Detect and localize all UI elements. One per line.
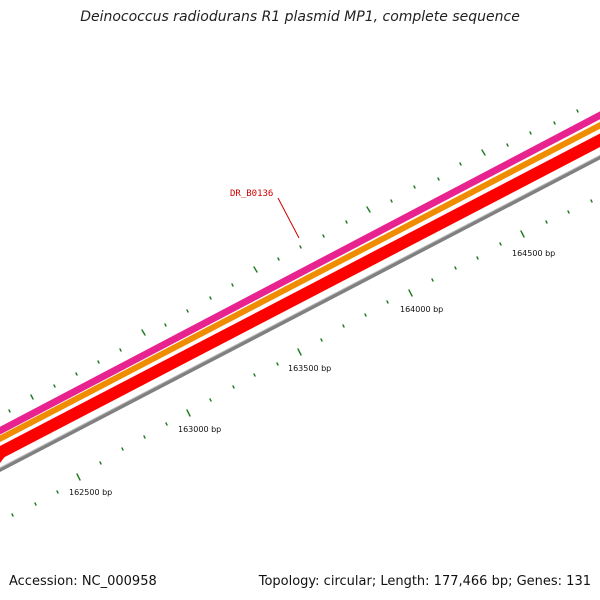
sequence-backbone [0, 155, 600, 473]
accession-text: Accession: NC_000958 [9, 574, 157, 589]
tick-label-164000: 164000 bp [400, 305, 443, 314]
tick-label-163000: 163000 bp [178, 425, 221, 434]
gene-label-dr-b0136: DR_B0136 [230, 189, 273, 199]
map-title: Deinococcus radiodurans R1 plasmid MP1, … [80, 9, 520, 25]
red-feature-track [0, 133, 600, 460]
feature-tracks [0, 111, 600, 473]
tick-label-163500: 163500 bp [288, 364, 331, 373]
outer-tick-marks [8, 109, 579, 413]
orange-feature-track [0, 121, 600, 443]
inner-tick-marks [11, 199, 593, 517]
tick-label-162500: 162500 bp [69, 488, 112, 497]
magenta-feature-track [0, 111, 600, 435]
gene-arrow-left [0, 448, 6, 463]
topology-summary-text: Topology: circular; Length: 177,466 bp; … [258, 574, 591, 589]
gene-label-leader [277, 197, 300, 239]
tick-label-164500: 164500 bp [512, 249, 555, 258]
